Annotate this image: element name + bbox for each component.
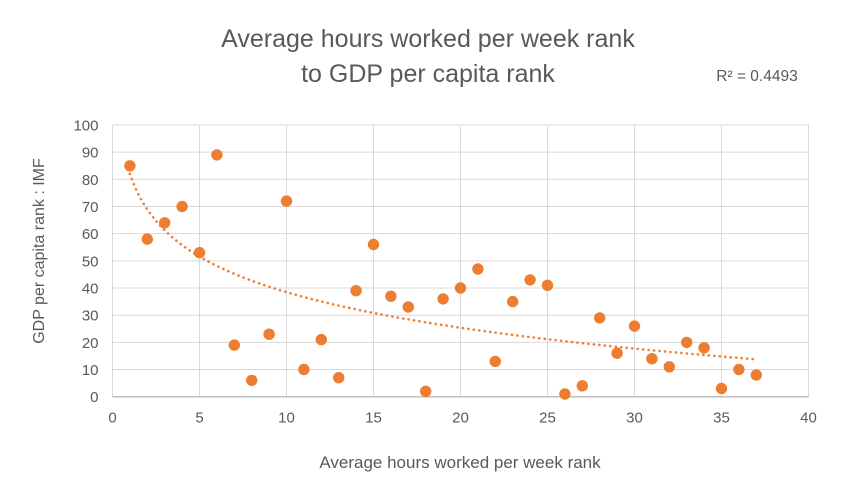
data-point[interactable]	[350, 285, 362, 297]
data-point[interactable]	[402, 301, 414, 313]
data-point[interactable]	[315, 333, 327, 346]
data-point[interactable]	[576, 380, 588, 392]
trendline[interactable]	[128, 172, 755, 361]
x-tick-label: 10	[278, 410, 295, 427]
data-point[interactable]	[507, 295, 519, 308]
data-point[interactable]	[541, 279, 554, 291]
y-tick-label: 20	[82, 335, 99, 352]
y-tick-label: 60	[82, 226, 99, 243]
data-point[interactable]	[698, 342, 710, 354]
x-tick-label: 30	[626, 410, 643, 427]
data-point[interactable]	[211, 149, 223, 161]
y-tick-label: 40	[82, 281, 99, 298]
data-point[interactable]	[594, 312, 606, 324]
x-tick-label: 0	[108, 410, 116, 427]
y-tick-label: 90	[82, 145, 99, 162]
x-tick-label: 40	[800, 410, 817, 427]
data-point[interactable]	[385, 290, 397, 302]
x-tick-label: 35	[713, 410, 730, 427]
data-point[interactable]	[489, 355, 501, 368]
x-tick-label: 5	[195, 410, 203, 427]
data-point[interactable]	[437, 293, 449, 305]
data-point[interactable]	[333, 372, 345, 384]
data-point[interactable]	[646, 353, 658, 365]
trendline-group	[128, 172, 755, 361]
y-tick-label: 30	[82, 308, 99, 325]
data-point[interactable]	[681, 336, 693, 349]
data-point[interactable]	[472, 263, 484, 275]
y-tick-label: 0	[90, 389, 98, 406]
data-point[interactable]	[628, 320, 641, 332]
x-tick-label: 15	[365, 410, 382, 427]
y-tick-label: 10	[82, 362, 99, 379]
y-tick-label: 70	[82, 199, 99, 216]
y-tick-label: 80	[82, 172, 99, 189]
data-point[interactable]	[750, 369, 762, 381]
data-point[interactable]	[246, 374, 258, 387]
y-axis-title: GDP per capita rank : IMF	[31, 158, 48, 344]
data-point[interactable]	[176, 200, 188, 213]
data-point[interactable]	[367, 238, 380, 251]
x-tick-label: 20	[452, 410, 469, 427]
data-point[interactable]	[611, 347, 623, 359]
chart-title-line1: Average hours worked per week rank	[221, 25, 635, 53]
data-point[interactable]	[263, 328, 275, 340]
x-tick-label: 25	[539, 410, 556, 427]
data-point[interactable]	[298, 363, 310, 376]
data-point[interactable]	[159, 217, 171, 229]
data-point[interactable]	[454, 282, 467, 294]
data-point[interactable]	[524, 274, 536, 286]
chart-title-line2: to GDP per capita rank	[301, 60, 555, 88]
data-point[interactable]	[124, 160, 136, 172]
x-axis-title: Average hours worked per week rank	[319, 453, 601, 472]
data-point[interactable]	[193, 247, 206, 259]
r-squared-label: R² = 0.4493	[716, 68, 797, 85]
y-tick-label: 100	[73, 118, 98, 135]
tick-labels: 0 5 10 15 20 25 30 35 40 0 10 20 30 40 50 60 70 80 90 100	[73, 118, 816, 427]
data-point[interactable]	[141, 233, 153, 245]
data-point[interactable]	[663, 361, 675, 373]
data-point[interactable]	[559, 388, 571, 400]
data-point[interactable]	[280, 195, 293, 207]
data-points-group	[124, 149, 762, 400]
data-point[interactable]	[420, 385, 432, 397]
data-point[interactable]	[733, 363, 745, 376]
data-point[interactable]	[715, 382, 728, 395]
data-point[interactable]	[228, 339, 240, 351]
y-tick-label: 50	[82, 253, 99, 270]
